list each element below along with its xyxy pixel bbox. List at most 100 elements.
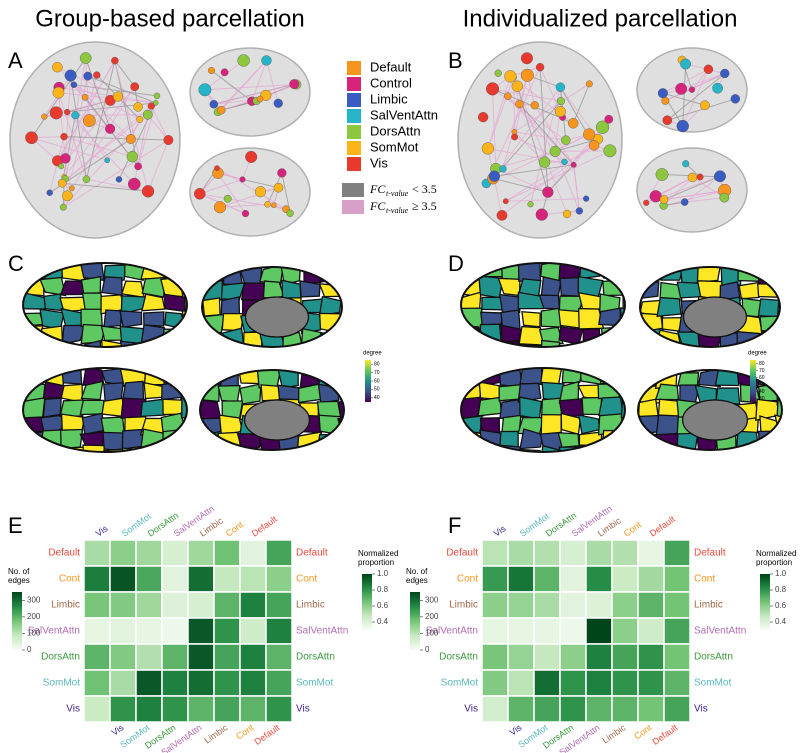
parcel xyxy=(620,396,625,419)
column-label: Vis xyxy=(94,523,110,539)
node xyxy=(535,63,545,72)
parcel xyxy=(142,311,165,327)
row-label: Limbic xyxy=(51,600,80,611)
node xyxy=(273,98,283,108)
medial-wall xyxy=(243,399,311,441)
parcel xyxy=(82,444,106,452)
heatmap-cell xyxy=(187,617,215,645)
heatmap-cell xyxy=(663,565,691,593)
heatmap-cell xyxy=(213,565,241,593)
node xyxy=(277,168,287,178)
parcel xyxy=(558,398,585,418)
node xyxy=(604,114,614,124)
parcel xyxy=(59,399,84,418)
heatmap-cell xyxy=(83,695,111,723)
parcel xyxy=(217,384,241,403)
panel-title: Group-based parcellation xyxy=(35,5,305,32)
node xyxy=(142,109,153,120)
parcel xyxy=(23,341,47,347)
glass-brain xyxy=(457,41,623,239)
heatmap-cell xyxy=(161,539,189,567)
connection xyxy=(505,150,611,202)
node xyxy=(256,95,264,103)
colorbar xyxy=(362,574,372,630)
parcel xyxy=(100,276,123,296)
connection xyxy=(572,83,590,124)
node xyxy=(254,186,266,198)
connection xyxy=(217,172,246,214)
node xyxy=(64,108,71,116)
heatmap-cell xyxy=(585,565,613,593)
parcel xyxy=(82,368,105,386)
parcel xyxy=(618,431,625,450)
heatmap-cell xyxy=(611,565,639,593)
row-label: Cont xyxy=(457,574,478,585)
heatmap-cell xyxy=(187,565,215,593)
node xyxy=(261,55,272,66)
parcel xyxy=(318,295,342,317)
glass-brain xyxy=(636,47,748,133)
connection xyxy=(684,175,721,203)
colorbar-tick-label: 80 xyxy=(759,361,765,367)
heatmap-cell xyxy=(83,669,111,697)
connection xyxy=(487,76,511,149)
node xyxy=(126,150,138,163)
parcel xyxy=(141,293,166,312)
colorbar-tick-label: 0 xyxy=(425,645,430,654)
heatmap-cell xyxy=(213,669,241,697)
connection xyxy=(58,92,87,180)
node xyxy=(481,142,495,155)
parcel xyxy=(220,282,246,301)
legend-swatch xyxy=(347,109,361,123)
heatmap-cell xyxy=(161,591,189,619)
row-label: DorsAttn xyxy=(41,652,80,663)
glass-brain xyxy=(189,147,311,237)
heatmap-cell xyxy=(507,565,535,593)
node xyxy=(680,198,689,206)
heatmap-cell xyxy=(481,643,509,671)
connection xyxy=(692,177,725,199)
legend-swatch xyxy=(347,93,361,107)
panel-label: F xyxy=(448,513,461,538)
parcel xyxy=(540,414,562,436)
parcel xyxy=(657,329,682,347)
node xyxy=(241,209,250,218)
connection xyxy=(573,164,580,211)
connection xyxy=(57,60,116,162)
node xyxy=(130,82,140,92)
node xyxy=(237,54,250,67)
connection xyxy=(502,75,528,169)
connection xyxy=(219,203,268,208)
node xyxy=(538,156,551,168)
node xyxy=(60,133,68,141)
parcel xyxy=(140,398,166,418)
heatmap-cell xyxy=(559,539,587,567)
heatmap-cell xyxy=(187,669,215,697)
heatmap-cell xyxy=(533,539,561,567)
heatmap-cell xyxy=(213,695,241,723)
row-label: Default xyxy=(48,548,80,559)
node xyxy=(486,82,500,96)
parcel xyxy=(81,412,105,436)
node xyxy=(147,102,155,110)
heatmap-cell xyxy=(559,565,587,593)
node xyxy=(511,133,519,141)
node xyxy=(527,201,534,208)
heatmap-cell xyxy=(533,643,561,671)
parcel xyxy=(618,342,625,347)
heatmap-cell xyxy=(109,669,137,697)
connection xyxy=(514,83,590,133)
heatmap-cell xyxy=(611,591,639,619)
heatmap-cell xyxy=(83,565,111,593)
heatmap-cell xyxy=(481,591,509,619)
colorbar-title: Normalized xyxy=(756,549,796,558)
parcel xyxy=(461,341,482,347)
colorbar-title: degree xyxy=(363,351,382,357)
colorbar-tick-label: 0.6 xyxy=(377,601,389,610)
heatmap-cell xyxy=(611,643,639,671)
connection xyxy=(662,92,705,106)
parcel xyxy=(617,368,625,385)
heatmap-cell xyxy=(109,591,137,619)
panel-label: A xyxy=(8,48,23,73)
